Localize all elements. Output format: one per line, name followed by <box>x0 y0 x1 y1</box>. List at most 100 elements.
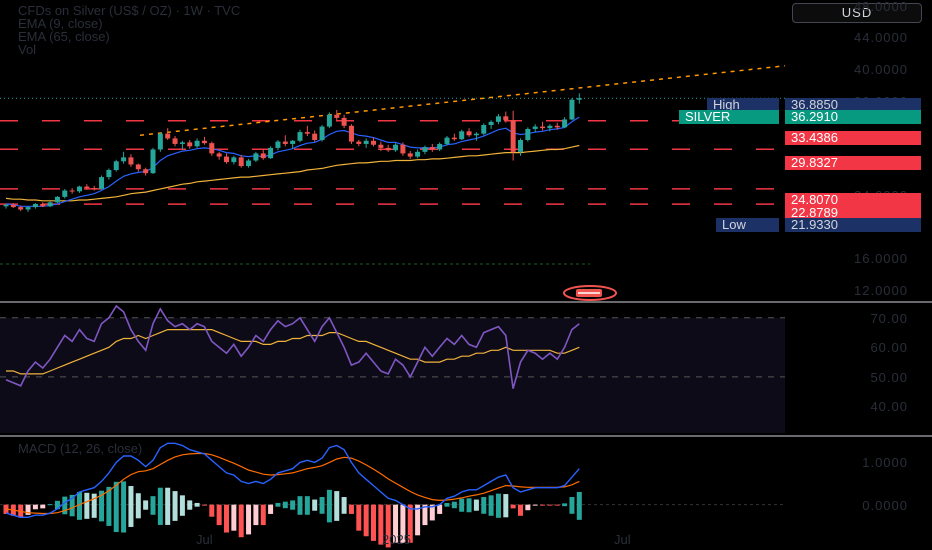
time-label-2025: 2025 <box>382 532 411 547</box>
candle-body <box>282 141 288 144</box>
candle-body <box>290 140 296 144</box>
candle-body <box>510 120 516 152</box>
candle-body <box>62 190 68 197</box>
macd-histogram-bar <box>106 486 112 526</box>
macd-histogram-bar <box>326 489 332 523</box>
macd-histogram-bar <box>466 498 472 513</box>
candle-body <box>297 132 303 141</box>
ema-slow-legend: EMA (65, close) <box>18 29 110 44</box>
candle-body <box>319 126 325 140</box>
low-value-tag: 21.9330 <box>785 218 921 232</box>
ema-fast-legend: EMA (9, close) <box>18 16 103 31</box>
candle-body <box>444 137 450 144</box>
macd-histogram-bar <box>135 493 141 519</box>
rsi-line <box>5 304 580 389</box>
candle-body <box>407 153 413 157</box>
macd-histogram-bar <box>319 497 325 514</box>
rsi-axis-label: 60.00 <box>870 340 908 356</box>
macd-histogram-bar <box>429 504 435 521</box>
candle-body <box>437 143 443 150</box>
macd-histogram-bar <box>525 504 531 511</box>
price-axis-label: 16.0000 <box>854 251 908 267</box>
macd-histogram-bar <box>54 500 60 510</box>
candle-body <box>150 149 156 174</box>
macd-histogram-bar <box>47 504 53 506</box>
macd-histogram-bar <box>69 494 75 517</box>
macd-histogram-bar <box>179 495 185 516</box>
level-3-tag: 24.8070 <box>785 193 921 207</box>
candle-body <box>47 202 53 207</box>
macd-histogram-bar <box>91 493 97 518</box>
macd-histogram-bar <box>275 502 281 507</box>
macd-histogram-bar <box>562 503 568 507</box>
level-2-tag: 29.8327 <box>785 156 921 170</box>
macd-histogram-bar <box>231 504 237 531</box>
macd-histogram-bar <box>451 501 457 509</box>
candle-body <box>459 131 465 140</box>
candle-body <box>143 169 149 174</box>
rsi-axis-label: 50.00 <box>870 369 908 385</box>
macd-histogram-bar <box>290 500 296 510</box>
candle-body <box>231 157 237 163</box>
currency-button[interactable]: USD <box>792 3 922 23</box>
candle-body <box>400 144 406 154</box>
candle-body <box>540 126 546 129</box>
macd-histogram-bar <box>113 481 119 533</box>
candle-body <box>135 164 141 170</box>
macd-axis-label: 0.0000 <box>862 497 908 513</box>
candle-body <box>576 98 582 100</box>
macd-histogram-bar <box>216 504 222 526</box>
candle-body <box>18 207 24 210</box>
symbol-price-tag: 36.2910 <box>785 110 921 124</box>
candle-body <box>25 207 31 210</box>
macd-histogram-bar <box>165 487 171 525</box>
candle-body <box>128 157 134 165</box>
rsi-ma-line <box>6 329 580 375</box>
macd-histogram-bar <box>495 493 501 518</box>
macd-histogram-bar <box>84 492 90 519</box>
macd-histogram-bar <box>40 504 46 509</box>
candle-body <box>525 128 531 140</box>
chart-title: CFDs on Silver (US$ / OZ) · 1W · TVC <box>18 3 241 18</box>
macd-histogram-bar <box>510 504 516 509</box>
macd-histogram-bar <box>554 504 560 506</box>
macd-histogram-bar <box>459 498 465 512</box>
macd-histogram-bar <box>385 504 391 548</box>
candle-body <box>429 147 435 150</box>
low-label-tag: Low <box>716 218 779 232</box>
candle-body <box>260 153 266 159</box>
macd-histogram-bar <box>569 497 575 514</box>
candle-body <box>165 133 171 139</box>
candle-body <box>348 125 354 142</box>
macd-histogram-bar <box>400 504 406 543</box>
macd-histogram-bar <box>422 504 428 526</box>
candle-body <box>275 141 281 148</box>
candle-body <box>385 147 391 151</box>
candle-body <box>224 156 229 163</box>
candle-body <box>268 147 274 159</box>
candle-body <box>569 99 575 120</box>
macd-histogram-bar <box>32 504 38 510</box>
candle-body <box>415 151 421 157</box>
candle-body <box>172 138 178 144</box>
macd-histogram-bar <box>437 504 443 514</box>
candle-body <box>179 142 185 144</box>
macd-histogram-bar <box>532 504 538 506</box>
macd-histogram-bar <box>407 504 413 543</box>
trendline <box>139 65 786 137</box>
macd-histogram-bar <box>260 504 266 526</box>
price-axis-label: 12.0000 <box>854 283 908 298</box>
macd-legend: MACD (12, 26, close) <box>18 441 143 456</box>
macd-histogram-bar <box>576 491 582 520</box>
candle-body <box>40 203 46 207</box>
candle-body <box>157 133 163 150</box>
candle-body <box>371 140 376 145</box>
macd-histogram-bar <box>444 502 450 507</box>
macd-histogram-bar <box>415 504 421 536</box>
macd-histogram-bar <box>143 500 149 510</box>
rsi-pane <box>0 304 785 433</box>
high-value-tag: 36.8850 <box>785 98 921 112</box>
candle-body <box>253 153 259 161</box>
candle-body <box>304 132 310 134</box>
